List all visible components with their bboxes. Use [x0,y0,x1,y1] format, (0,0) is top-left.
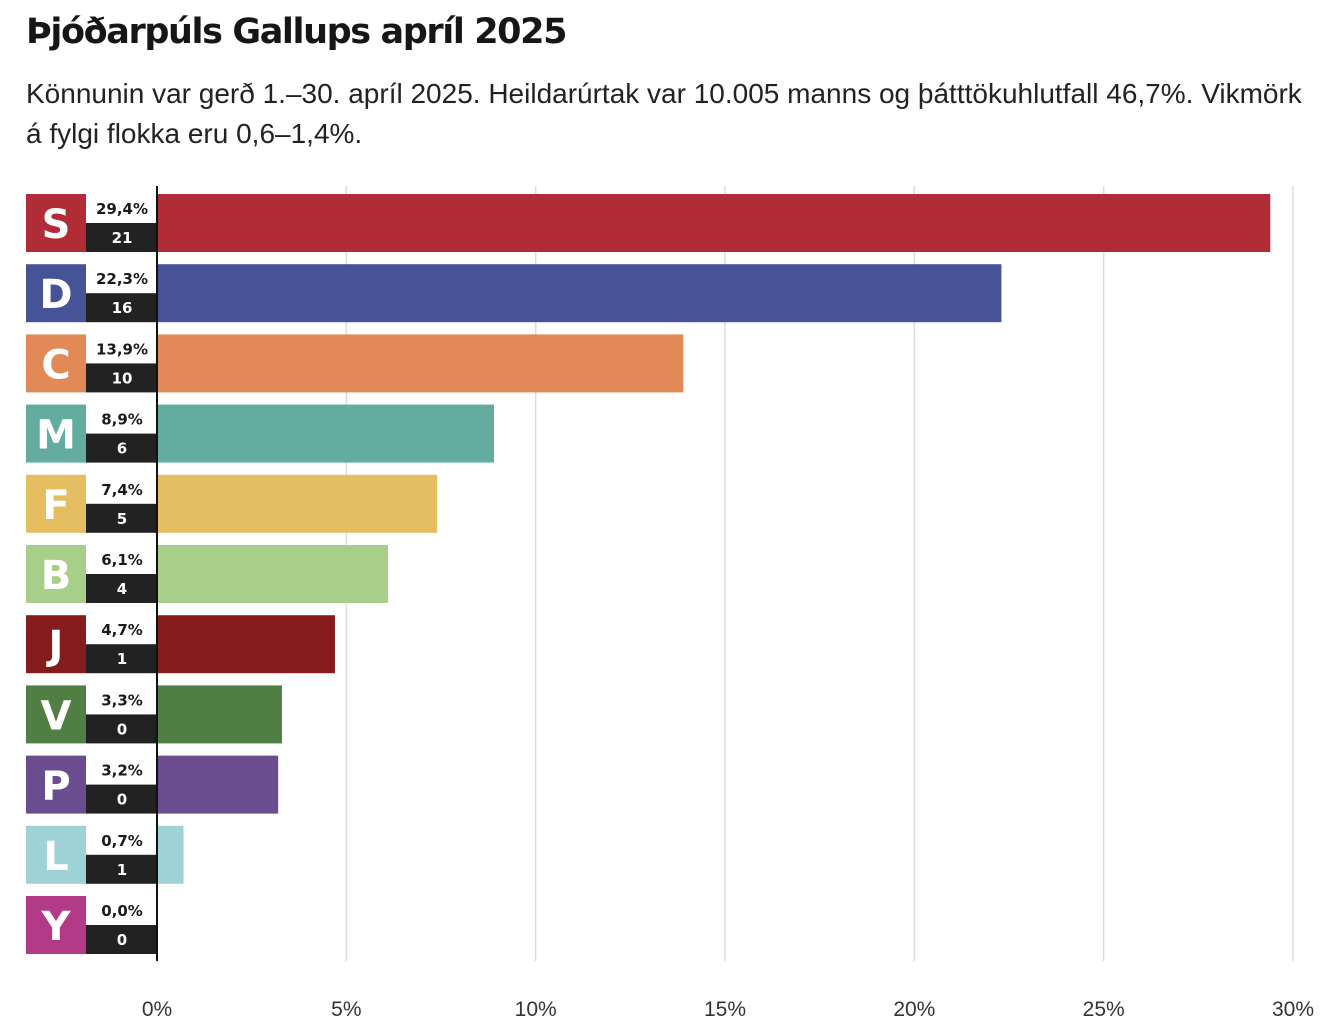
party-tile [26,755,86,814]
percent-label: 0,7% [101,832,143,850]
bar [157,474,438,533]
party-tile [26,545,86,603]
seats-box [86,293,157,323]
bar [157,755,279,814]
seats-box [86,503,157,533]
party-letter: P [41,764,70,810]
party-letter: J [46,623,64,669]
seats-box [86,223,157,252]
bar [157,685,282,744]
party-tile [26,194,86,252]
seats-label: 16 [112,299,133,317]
party-letter: S [42,202,71,248]
seats-box [86,644,157,674]
seats-label: 10 [112,369,133,387]
percent-label: 7,4% [101,481,143,499]
seats-box [86,714,157,744]
party-letter: B [41,553,72,599]
party-tile [26,825,86,884]
party-letter: M [36,413,76,459]
party-tile [26,615,86,674]
bar [157,545,388,603]
bar [157,264,1002,323]
percent-label: 29,4% [96,200,148,218]
percent-label: 6,1% [101,551,143,569]
seats-box [86,784,157,814]
x-tick-label: 30% [1272,998,1314,1021]
seats-box [86,574,157,603]
x-tick-label: 20% [893,998,935,1021]
percent-label: 3,2% [101,762,143,780]
x-tick-label: 5% [331,998,361,1021]
seats-box [86,854,157,884]
party-tile [26,685,86,744]
seats-label: 4 [117,580,127,598]
chart-subtitle: Könnunin var gerð 1.–30. apríl 2025. Hei… [26,78,1302,149]
percent-label: 3,3% [101,691,143,709]
party-letter: V [41,693,72,739]
party-letter: L [43,834,69,880]
seats-box [86,363,157,393]
seats-label: 1 [117,861,127,879]
bar [157,825,184,884]
party-tile [26,334,86,393]
x-tick-label: 0% [142,998,172,1021]
seats-label: 0 [117,720,127,738]
seats-box [86,925,157,954]
seats-label: 21 [112,229,133,247]
party-letter: C [41,342,70,388]
bar [157,404,495,463]
party-letter: F [42,483,69,529]
seats-label: 6 [117,440,127,458]
party-tile [26,404,86,463]
party-tile [26,264,86,323]
bar [157,334,684,393]
seats-label: 0 [117,791,127,809]
x-tick-label: 10% [515,998,557,1021]
percent-label: 8,9% [101,411,143,429]
percent-label: 22,3% [96,270,148,288]
seats-label: 0 [117,931,127,949]
x-tick-label: 15% [704,998,746,1021]
x-tick-label: 25% [1083,998,1125,1021]
bar [157,615,335,674]
bar [157,194,1271,252]
party-tile [26,474,86,533]
percent-label: 4,7% [101,621,143,639]
chart-title: Þjóðarpúls Gallups apríl 2025 [26,12,567,52]
seats-label: 5 [117,510,127,528]
party-letter: D [39,272,72,318]
party-tile [26,896,86,954]
party-letter: Y [41,904,72,950]
percent-label: 0,0% [101,902,143,920]
seats-box [86,433,157,463]
percent-label: 13,9% [96,340,148,358]
seats-label: 1 [117,650,127,668]
